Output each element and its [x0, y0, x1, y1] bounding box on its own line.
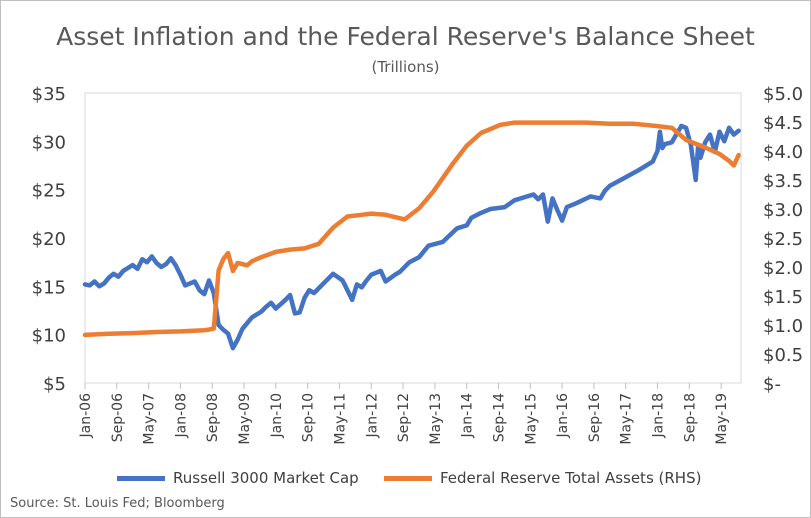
series-line-fed-total-assets [82, 120, 741, 338]
x-tick-label: Jan-10 [269, 393, 285, 438]
legend: Russell 3000 Market Cap Federal Reserve … [0, 467, 811, 489]
y-left-axis: $5 $10 $15 $20 $25 $30 $35 [32, 84, 66, 395]
x-tick-label: Sep-16 [587, 393, 603, 442]
series-layer [82, 120, 741, 351]
x-tick-label: Sep-10 [301, 393, 317, 442]
x-axis: Jan-06 Sep-06 May-07 Jan-08 Sep-08 May-09 Jan-… [78, 383, 730, 445]
y-right-tick-label: $5.0 [763, 84, 803, 105]
x-tick-label: May-17 [619, 393, 635, 445]
y-left-tick-label: $10 [32, 326, 66, 347]
y-left-tick-label: $35 [32, 84, 66, 105]
y-right-tick-label: $3.0 [763, 200, 803, 221]
x-tick-label: May-07 [142, 393, 158, 445]
x-tick-label: Jan-18 [651, 393, 667, 438]
x-tick-label: Jan-08 [173, 393, 189, 438]
legend-item-russell: Russell 3000 Market Cap [117, 467, 359, 489]
x-tick-label: Sep-08 [205, 393, 221, 442]
x-tick-label: Sep-14 [491, 393, 507, 442]
y-right-tick-label: $4.5 [763, 113, 803, 134]
x-tick-label: Sep-18 [682, 393, 698, 442]
y-left-tick-label: $20 [32, 229, 66, 250]
chart-subtitle: (Trillions) [371, 58, 440, 76]
x-tick-label: Jan-12 [364, 393, 380, 438]
legend-label-fed-assets: Federal Reserve Total Assets (RHS) [440, 469, 702, 487]
x-tick-label: May-13 [428, 393, 444, 445]
y-left-tick-label: $5 [43, 374, 66, 395]
y-right-tick-label: $- [763, 374, 781, 395]
x-tick-label: May-11 [332, 393, 348, 445]
legend-item-fed-assets: Federal Reserve Total Assets (RHS) [384, 467, 701, 489]
y-right-tick-label: $1.0 [763, 316, 803, 337]
plot-area [84, 92, 742, 384]
y-right-tick-label: $2.5 [763, 229, 803, 250]
chart-title: Asset Inflation and the Federal Reserve'… [56, 22, 755, 51]
x-tick-label: May-19 [714, 393, 730, 445]
series-line-russell-3000 [82, 123, 741, 351]
x-tick-label: Sep-12 [396, 393, 412, 442]
y-right-tick-label: $4.0 [763, 142, 803, 163]
x-tick-label: Sep-06 [110, 393, 126, 442]
x-tick-label: May-09 [237, 393, 253, 445]
y-right-axis: $- $0.5 $1.0 $1.5 $2.0 $2.5 $3.0 $3.5 $4.0 $4.5 $5… [763, 84, 803, 395]
y-right-tick-label: $2.0 [763, 258, 803, 279]
x-tick-label: Jan-14 [460, 393, 476, 439]
y-right-tick-label: $0.5 [763, 345, 803, 366]
legend-swatch-russell [117, 475, 165, 481]
source-note: Source: St. Louis Fed; Bloomberg [10, 496, 225, 511]
y-right-tick-label: $3.5 [763, 171, 803, 192]
x-tick-label: Jan-06 [78, 393, 94, 439]
y-left-tick-label: $30 [32, 132, 66, 153]
y-left-tick-label: $25 [32, 181, 66, 202]
legend-swatch-fed-assets [384, 475, 432, 481]
y-right-tick-label: $1.5 [763, 287, 803, 308]
x-tick-label: May-15 [523, 393, 539, 445]
legend-label-russell: Russell 3000 Market Cap [173, 469, 359, 487]
y-left-tick-label: $15 [32, 277, 66, 298]
x-tick-label: Jan-16 [555, 393, 571, 439]
